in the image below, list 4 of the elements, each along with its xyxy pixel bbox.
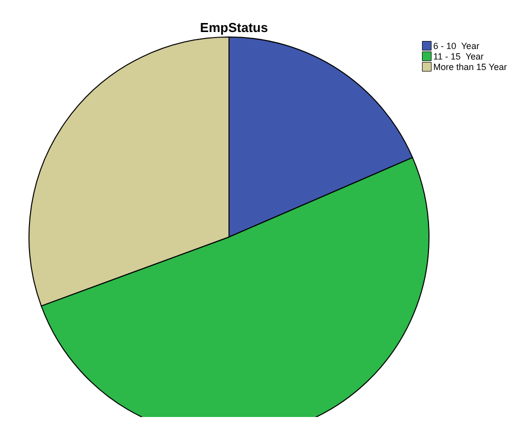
- chart-title: EmpStatus: [200, 20, 268, 35]
- legend-label: More than 15 Year: [433, 62, 507, 72]
- legend-label: 11 - 15 Year: [433, 51, 484, 62]
- legend-label: 6 - 10 Year: [433, 40, 480, 51]
